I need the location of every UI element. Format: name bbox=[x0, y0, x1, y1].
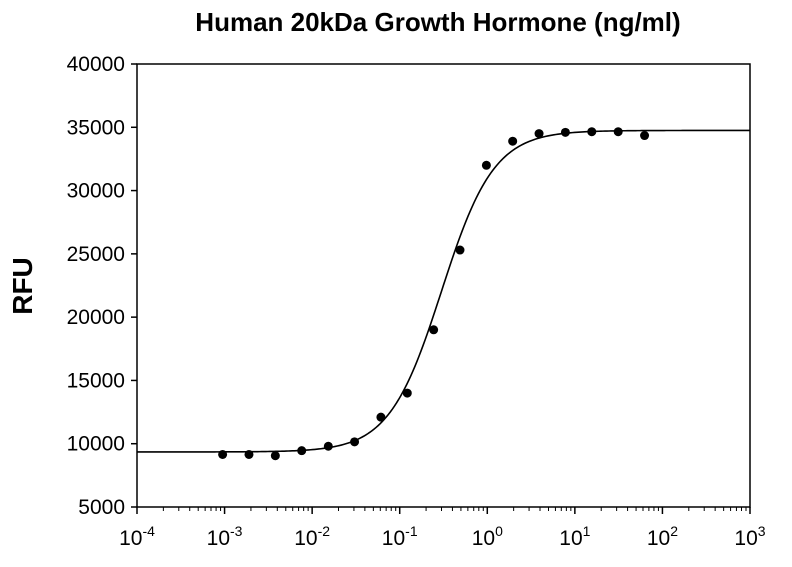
x-tick-label: 100 bbox=[472, 523, 503, 550]
data-point bbox=[244, 449, 254, 459]
data-point bbox=[613, 127, 623, 137]
y-tick-label: 15000 bbox=[67, 369, 125, 392]
y-tick-label: 40000 bbox=[67, 53, 125, 76]
chart-title: Human 20kDa Growth Hormone (ng/ml) bbox=[195, 7, 680, 37]
data-point bbox=[270, 451, 280, 461]
y-tick-label: 5000 bbox=[78, 496, 125, 519]
plot-area: 5000 10000 15000 20000 25000 30000 35000 40000 1… bbox=[67, 53, 766, 550]
data-point bbox=[481, 160, 491, 170]
y-tick-label: 25000 bbox=[67, 243, 125, 266]
x-tick-label: 10-3 bbox=[207, 523, 243, 550]
x-tick-label: 101 bbox=[559, 523, 590, 550]
x-tick-label: 10-1 bbox=[382, 523, 418, 550]
data-point bbox=[323, 441, 333, 451]
plot-frame bbox=[136, 63, 751, 508]
data-point bbox=[455, 245, 465, 255]
data-point bbox=[350, 437, 360, 447]
y-tick-label: 35000 bbox=[67, 116, 125, 139]
data-point bbox=[534, 129, 544, 139]
data-point bbox=[376, 412, 386, 422]
y-axis-label: RFU bbox=[7, 257, 38, 315]
x-tick-label: 102 bbox=[647, 523, 678, 550]
x-tick-label: 103 bbox=[734, 523, 765, 550]
data-point bbox=[402, 388, 412, 398]
data-point bbox=[560, 127, 570, 137]
y-tick-label: 20000 bbox=[67, 306, 125, 329]
data-point bbox=[218, 449, 228, 459]
data-point bbox=[297, 446, 307, 456]
fit-curve bbox=[137, 129, 750, 453]
data-point bbox=[429, 325, 439, 335]
y-tick-label: 30000 bbox=[67, 180, 125, 203]
data-point bbox=[587, 127, 597, 137]
x-tick-label: 10-2 bbox=[294, 523, 330, 550]
data-point bbox=[640, 131, 650, 141]
x-tick-label: 10-4 bbox=[119, 523, 155, 550]
y-tick-label: 10000 bbox=[67, 433, 125, 456]
data-point bbox=[508, 136, 518, 146]
